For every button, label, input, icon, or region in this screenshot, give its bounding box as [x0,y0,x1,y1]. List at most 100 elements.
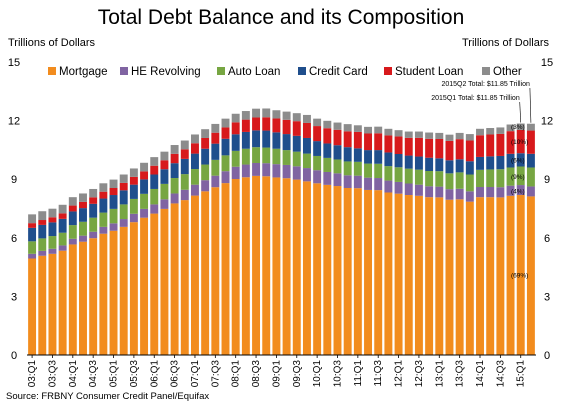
bar-he-revolving-12-q1 [394,181,403,194]
bar-he-revolving-05-q3 [129,213,138,223]
bar-credit-card-03-q3 [48,222,57,237]
bar-student-loan-07-q3 [211,132,220,144]
bar-auto-loan-04-q1 [68,225,77,239]
bar-mortgage-13-q2 [445,199,454,355]
bar-he-revolving-06-q3 [170,193,179,204]
bar-student-loan-11-q3 [374,133,383,151]
bar-student-loan-05-q4 [140,171,149,180]
axes: 0 0 3 3 6 6 9 9 12 12 15 15 03:Q1 03:Q3 04:Q1 04:Q3 05:Q… [8,57,553,387]
bar-mortgage-13-q4 [465,201,474,355]
bar-other-08-q2 [241,111,250,120]
y-tick-left: 3 [11,291,17,303]
bar-mortgage-09-q1 [272,177,281,355]
bar-other-05-q3 [129,168,138,177]
bar-auto-loan-07-q3 [211,159,220,176]
bar-credit-card-10-q1 [313,141,322,156]
bar-mortgage-12-q1 [394,193,403,355]
bar-credit-card-11-q3 [374,150,383,164]
bar-auto-loan-05-q1 [109,208,118,224]
bar-other-13-q1 [435,132,444,139]
x-tick-label: 08:Q1 [231,360,242,388]
x-tick-label: 09:Q1 [271,360,282,388]
bar-credit-card-04-q4 [99,198,108,213]
bar-credit-card-09-q1 [272,132,281,149]
x-tick-label: 05:Q1 [109,360,120,388]
bar-student-loan-12-q3 [414,137,423,157]
bar-student-loan-06-q1 [150,165,159,175]
bar-he-revolving-06-q2 [160,199,169,209]
bar-other-11-q3 [374,126,383,134]
bar-credit-card-05-q1 [109,195,118,209]
bar-mortgage-03-q4 [58,250,67,355]
bar-credit-card-06-q1 [150,174,159,189]
bar-auto-loan-15-q1 [516,166,525,186]
bar-auto-loan-04-q3 [89,217,98,232]
bar-other-07-q3 [211,123,220,133]
bar-other-10-q3 [333,122,342,130]
bar-student-loan-10-q1 [313,126,322,142]
bar-other-06-q2 [160,151,169,161]
bar-mortgage-12-q2 [404,195,413,355]
bar-auto-loan-06-q3 [170,178,179,194]
bar-student-loan-09-q4 [302,122,311,138]
bar-he-revolving-08-q3 [252,162,261,176]
y-tick-right: 15 [541,57,553,69]
x-tick-label: 03:Q3 [47,360,58,388]
bar-credit-card-07-q4 [221,138,230,156]
bar-auto-loan-07-q2 [201,164,210,181]
y-tick-left: 0 [11,350,17,362]
annotation-total: 2015Q2 Total: $11.85 Trillion [441,81,530,88]
bar-credit-card-03-q1 [28,227,37,242]
bar-auto-loan-12-q3 [414,169,423,185]
bar-other-03-q1 [28,214,37,224]
bar-other-08-q3 [252,108,261,118]
bar-auto-loan-13-q2 [445,173,454,190]
bar-auto-loan-11-q3 [374,163,383,179]
bar-other-12-q3 [414,131,423,138]
bar-other-07-q1 [191,134,199,144]
bars [28,108,535,355]
bar-credit-card-13-q3 [455,159,464,173]
bar-auto-loan-14-q1 [476,169,484,188]
bar-credit-card-06-q4 [180,158,189,175]
bar-mortgage-07-q3 [211,187,220,355]
legend-label-auto-loan: Auto Loan [228,66,280,78]
bar-he-revolving-14-q2 [486,187,495,198]
bar-auto-loan-07-q4 [221,155,230,172]
bar-credit-card-12-q1 [394,154,403,168]
bar-student-loan-08-q1 [231,122,240,135]
bar-student-loan-13-q1 [435,138,444,159]
bar-credit-card-12-q3 [414,156,423,170]
bar-he-revolving-04-q3 [89,231,98,239]
share-label-credit-card: (6%) [511,158,525,165]
bar-mortgage-09-q2 [282,178,291,355]
bar-auto-loan-08-q2 [241,148,250,165]
bar-auto-loan-07-q1 [191,169,199,185]
bar-auto-loan-10-q4 [343,161,352,176]
bar-credit-card-14-q1 [476,156,484,170]
bar-other-11-q2 [364,126,372,134]
bar-auto-loan-14-q4 [506,167,515,186]
legend: Mortgage HE Revolving Auto Loan Credit Card… [48,66,522,78]
bar-other-09-q3 [292,113,301,122]
bar-he-revolving-14-q4 [506,185,515,196]
bar-mortgage-10-q3 [333,186,342,355]
bar-student-loan-05-q2 [119,182,128,191]
y-tick-left: 12 [8,116,20,128]
share-label-mortgage: (69%) [511,273,528,280]
bar-mortgage-06-q1 [150,213,159,355]
bar-student-loan-10-q4 [343,131,352,148]
x-tick-label: 15:Q1 [516,360,527,388]
bar-credit-card-10-q4 [343,147,352,162]
bar-other-04-q1 [68,197,77,206]
bar-auto-loan-12-q4 [425,171,434,187]
bar-student-loan-14-q2 [486,134,495,157]
bar-auto-loan-14-q3 [496,169,505,188]
bar-he-revolving-15-q2 [526,186,535,197]
bar-he-revolving-13-q3 [455,188,464,200]
bar-mortgage-08-q4 [262,176,271,355]
bar-other-03-q2 [38,211,47,221]
bar-student-loan-09-q3 [292,121,301,136]
annotation-total: 2015Q1 Total: $11.85 Trillion [431,95,520,102]
bar-auto-loan-06-q4 [180,174,189,190]
